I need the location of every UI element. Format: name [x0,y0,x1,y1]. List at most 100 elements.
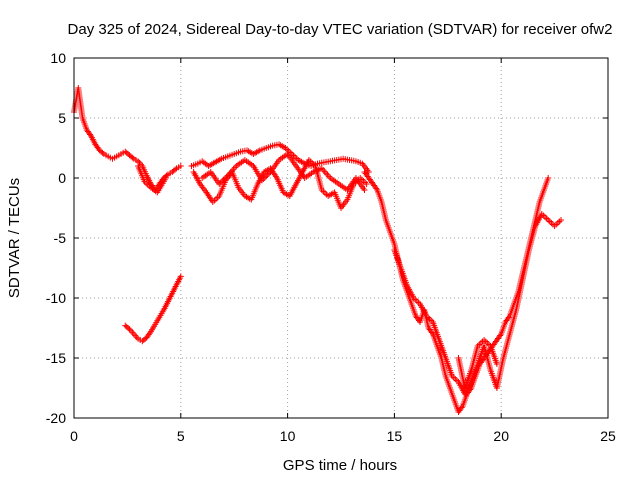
data-point-fill [543,215,550,222]
data-point-fill [501,321,508,327]
data-point-fill [525,249,532,255]
data-point-fill [264,171,271,178]
data-point-fill [115,152,122,159]
data-point-fill [261,174,268,181]
data-point-fill [531,225,538,231]
data-point-fill [362,179,369,186]
x-tick-label: 25 [600,428,616,444]
data-point-fill [161,176,168,183]
data-point-fill [409,293,416,300]
data-point-fill [210,160,217,167]
data-point-fill [485,341,492,348]
chart-title: Day 325 of 2024, Sidereal Day-to-day VTE… [68,21,613,38]
data-point-fill [168,291,175,298]
data-point-fill [175,164,182,171]
data-point-fill [91,139,98,146]
data-point-fill [248,161,255,168]
data-point-fill [308,170,315,177]
data-point-fill [506,333,513,339]
data-point-fill [83,125,90,131]
data-point-fill [497,332,504,339]
data-point-fill [412,311,419,317]
data-point-fill [127,153,134,160]
data-point-fill [159,308,166,315]
y-axis-label: SDTVAR / TECUs [6,178,23,298]
data-point-fill [317,166,324,173]
y-tick-label: -5 [54,230,67,246]
data-point-fill [386,227,393,233]
data-point-fill [274,158,281,165]
data-point-fill [220,176,227,183]
data-point-fill [140,176,147,183]
data-point-fill [103,152,110,159]
data-point-fill [164,300,171,307]
data-point-fill [123,149,130,156]
data-point-fill [266,170,273,177]
data-point-fill [285,192,292,199]
data-point-fill [442,371,449,377]
data-point-fill [325,173,332,180]
data-point-fill [219,178,226,185]
data-point-fill [292,182,299,189]
data-point-fill [151,323,158,330]
data-point-fill [263,173,270,180]
data-point-fill [446,383,453,389]
data-point-fill [360,185,367,192]
data-point-fill [87,131,94,138]
data-point-fill [152,188,159,195]
data-point-fill [536,201,543,207]
y-tick-label: -15 [46,350,66,366]
data-point-fill [79,113,86,119]
data-point-fill [229,151,236,158]
x-tick-label: 20 [493,428,509,444]
data-point-fill [342,185,349,192]
data-point-fill [382,215,389,221]
data-point-fill [216,156,223,163]
data-point-fill [556,218,563,225]
data-point-fill [223,174,230,180]
y-tick-label: 0 [58,170,66,186]
data-point-fill [453,377,460,384]
data-point-fill [267,143,274,150]
data-point-fill [221,175,228,182]
x-axis-label: GPS time / hours [283,457,397,474]
data-point-fill [133,334,140,341]
data-point-fill [428,317,435,324]
data-point-fill [170,167,177,174]
data-point-fill [467,380,474,387]
data-point-fill [98,148,105,155]
x-tick-label: 0 [70,428,78,444]
data-point-fill [260,170,267,177]
data-point-fill [261,145,268,152]
data-point-fill [450,395,457,401]
data-point-fill [318,159,325,166]
data-point-fill [407,299,414,305]
data-point-fill [334,179,341,186]
data-point-fill [519,279,526,285]
data-point-fill [155,316,162,322]
data-point-fill [373,185,380,192]
data-point-fill [318,185,325,191]
data-point-fill [458,404,465,411]
data-point-fill [255,148,262,155]
data-point-fill [486,365,493,371]
data-point-fill [435,335,442,342]
data-point-fill [167,170,174,177]
data-point-fill [192,161,199,168]
data-point-fill [544,177,551,183]
data-point-fill [397,263,404,270]
data-point-fill [123,323,130,330]
plot-frame [73,57,609,419]
data-point-fill [499,357,506,363]
data-point-fill [377,197,384,203]
data-point-fill [425,323,432,329]
data-point-fill [343,198,350,205]
y-tick-label: 5 [58,110,66,126]
data-point-fill [217,179,224,186]
y-tick-label: -20 [46,410,66,426]
data-point-fill [390,239,397,245]
data-point-fill [146,330,153,337]
data-point-fill [140,337,147,343]
data-point-fill [357,159,364,166]
data-point-fill [132,157,139,163]
